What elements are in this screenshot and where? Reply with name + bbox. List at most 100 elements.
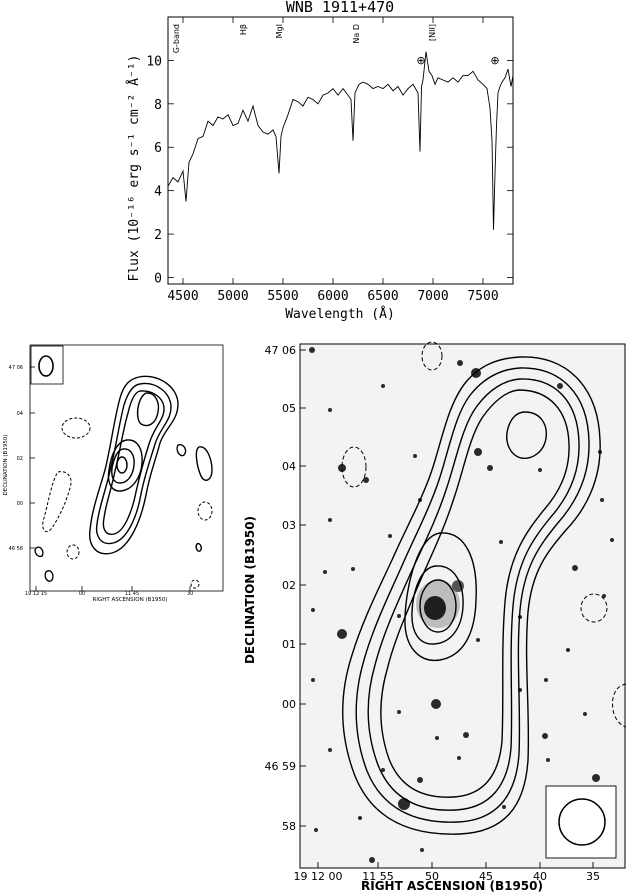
optical-star <box>502 805 506 809</box>
right-contour-peak <box>419 579 457 633</box>
spectrum-y-axis-label: Flux (10⁻¹⁶ erg s⁻¹ cm⁻² Å⁻¹) <box>126 55 142 282</box>
left-neg-contour-5 <box>190 579 200 589</box>
right-x-tick-label: 19 12 00 <box>294 870 343 883</box>
optical-star <box>351 567 355 571</box>
optical-star <box>323 570 327 574</box>
right-x-tick-label: 35 <box>586 870 600 883</box>
right-contour-level-5 <box>404 532 477 662</box>
right-panel-frame <box>299 343 626 869</box>
right-y-tick-label: 04 <box>282 460 296 473</box>
right-contour-level-2 <box>355 367 590 823</box>
right-x-tick-label: 50 <box>425 870 439 883</box>
right-y-tick-label: 05 <box>282 402 296 415</box>
left-x-tick-label: 19 12 15 <box>25 591 47 597</box>
optical-star <box>311 608 315 612</box>
spectrum-line-label: Hβ <box>239 24 248 35</box>
spectrum-x-tick-label: 6500 <box>367 289 398 304</box>
optical-star <box>309 347 315 353</box>
right-neg-contour-2 <box>341 446 367 488</box>
left-contour-level-2 <box>95 382 172 545</box>
right-beam-circle <box>558 798 606 846</box>
optical-star <box>557 383 563 389</box>
optical-star <box>600 498 604 502</box>
optical-star <box>544 678 548 682</box>
optical-star <box>397 710 401 714</box>
optical-star <box>369 857 375 863</box>
optical-star <box>463 732 469 738</box>
optical-star <box>413 454 417 458</box>
left-contours-dashed <box>42 417 213 589</box>
optical-star <box>328 518 332 522</box>
left-panel-ticks <box>30 366 191 591</box>
left-y-tick-label: 46 58 <box>9 546 23 552</box>
optical-star <box>420 848 424 852</box>
spectrum-x-tick-label: 7500 <box>467 289 498 304</box>
optical-star <box>583 712 587 716</box>
left-contour-panel: 19 12 15 00 11 45 30 47 06 04 02 00 46 58 RIGHT… <box>3 344 224 603</box>
spectrum-x-tick-label: 6000 <box>317 289 348 304</box>
spectrum-title: WNB 1911+470 <box>286 0 394 16</box>
right-neg-contour-3 <box>580 593 608 623</box>
right-contour-level-3 <box>367 378 580 811</box>
optical-star <box>381 384 385 388</box>
spectrum-y-tick-label: 6 <box>154 141 162 156</box>
right-panel-x-tick-labels: 19 12 00 11 55 50 45 40 35 <box>294 870 600 883</box>
right-x-tick-label: 11 55 <box>362 870 394 883</box>
optical-star <box>457 756 461 760</box>
right-contour-level-4 <box>380 389 570 798</box>
right-y-tick-label: 01 <box>282 638 296 651</box>
right-panel-ticks <box>300 349 594 868</box>
optical-star <box>358 816 362 820</box>
spectrum-y-tick-label: 8 <box>154 98 162 113</box>
left-neg-contour-3 <box>197 501 213 521</box>
optical-star <box>338 464 346 472</box>
spectrum-y-tick-label: 4 <box>154 185 162 200</box>
left-x-tick-label: 11 45 <box>125 591 139 597</box>
optical-star <box>435 736 439 740</box>
optical-star <box>311 678 315 682</box>
optical-star <box>337 629 347 639</box>
right-optical-field-stars <box>309 347 614 863</box>
left-contour-blob-bottom <box>44 570 54 582</box>
optical-star <box>474 448 482 456</box>
right-contours-dashed <box>341 341 626 728</box>
right-neg-contour-1 <box>421 341 443 371</box>
optical-star <box>388 534 392 538</box>
optical-star <box>328 748 332 752</box>
left-panel-x-tick-labels: 19 12 15 00 11 45 30 <box>25 591 193 597</box>
left-neg-contour-1 <box>61 417 91 439</box>
left-contour-level-4 <box>107 439 143 492</box>
spectrum-line-label: G-band <box>172 24 181 53</box>
spectrum-line-label: MgI <box>275 24 284 38</box>
right-y-tick-label: 47 06 <box>265 344 297 357</box>
left-contour-top-lobe <box>136 392 160 427</box>
optical-star <box>381 768 385 772</box>
left-contour-blob-small-1 <box>176 443 187 457</box>
optical-star <box>431 699 441 709</box>
optical-star <box>566 648 570 652</box>
left-y-tick-label: 02 <box>17 456 23 462</box>
spectrum-line-label: Na D <box>352 24 361 44</box>
left-y-tick-label: 47 06 <box>9 365 23 371</box>
right-y-tick-label: 00 <box>282 698 296 711</box>
left-contour-level-3 <box>102 390 165 535</box>
left-contour-peak <box>116 456 128 474</box>
optical-star <box>610 538 614 542</box>
host-galaxy-core <box>424 596 446 620</box>
spectrum-panel: WNB 1911+470 4500 5000 5500 6000 6500 7000 750… <box>126 0 514 322</box>
optical-star <box>328 408 332 412</box>
right-y-tick-label: 58 <box>282 820 296 833</box>
right-x-tick-label: 40 <box>533 870 547 883</box>
right-y-tick-label: 02 <box>282 579 296 592</box>
right-contour-north-lobe <box>506 411 547 459</box>
optical-star <box>457 360 463 366</box>
optical-star <box>476 638 480 642</box>
right-y-axis-label: DECLINATION (B1950) <box>243 516 257 664</box>
spectrum-y-tick-label: 2 <box>154 228 162 243</box>
left-contour-level-1 <box>89 375 179 555</box>
spectrum-y-tick-label: 0 <box>154 271 162 286</box>
optical-star <box>397 614 401 618</box>
left-x-tick-label: 00 <box>79 591 85 597</box>
spectrum-line-label: ⊕ <box>416 54 425 67</box>
spectrum-line-label: [NII] <box>428 24 437 41</box>
